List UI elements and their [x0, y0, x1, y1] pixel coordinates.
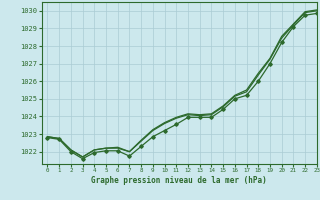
X-axis label: Graphe pression niveau de la mer (hPa): Graphe pression niveau de la mer (hPa) [91, 176, 267, 185]
